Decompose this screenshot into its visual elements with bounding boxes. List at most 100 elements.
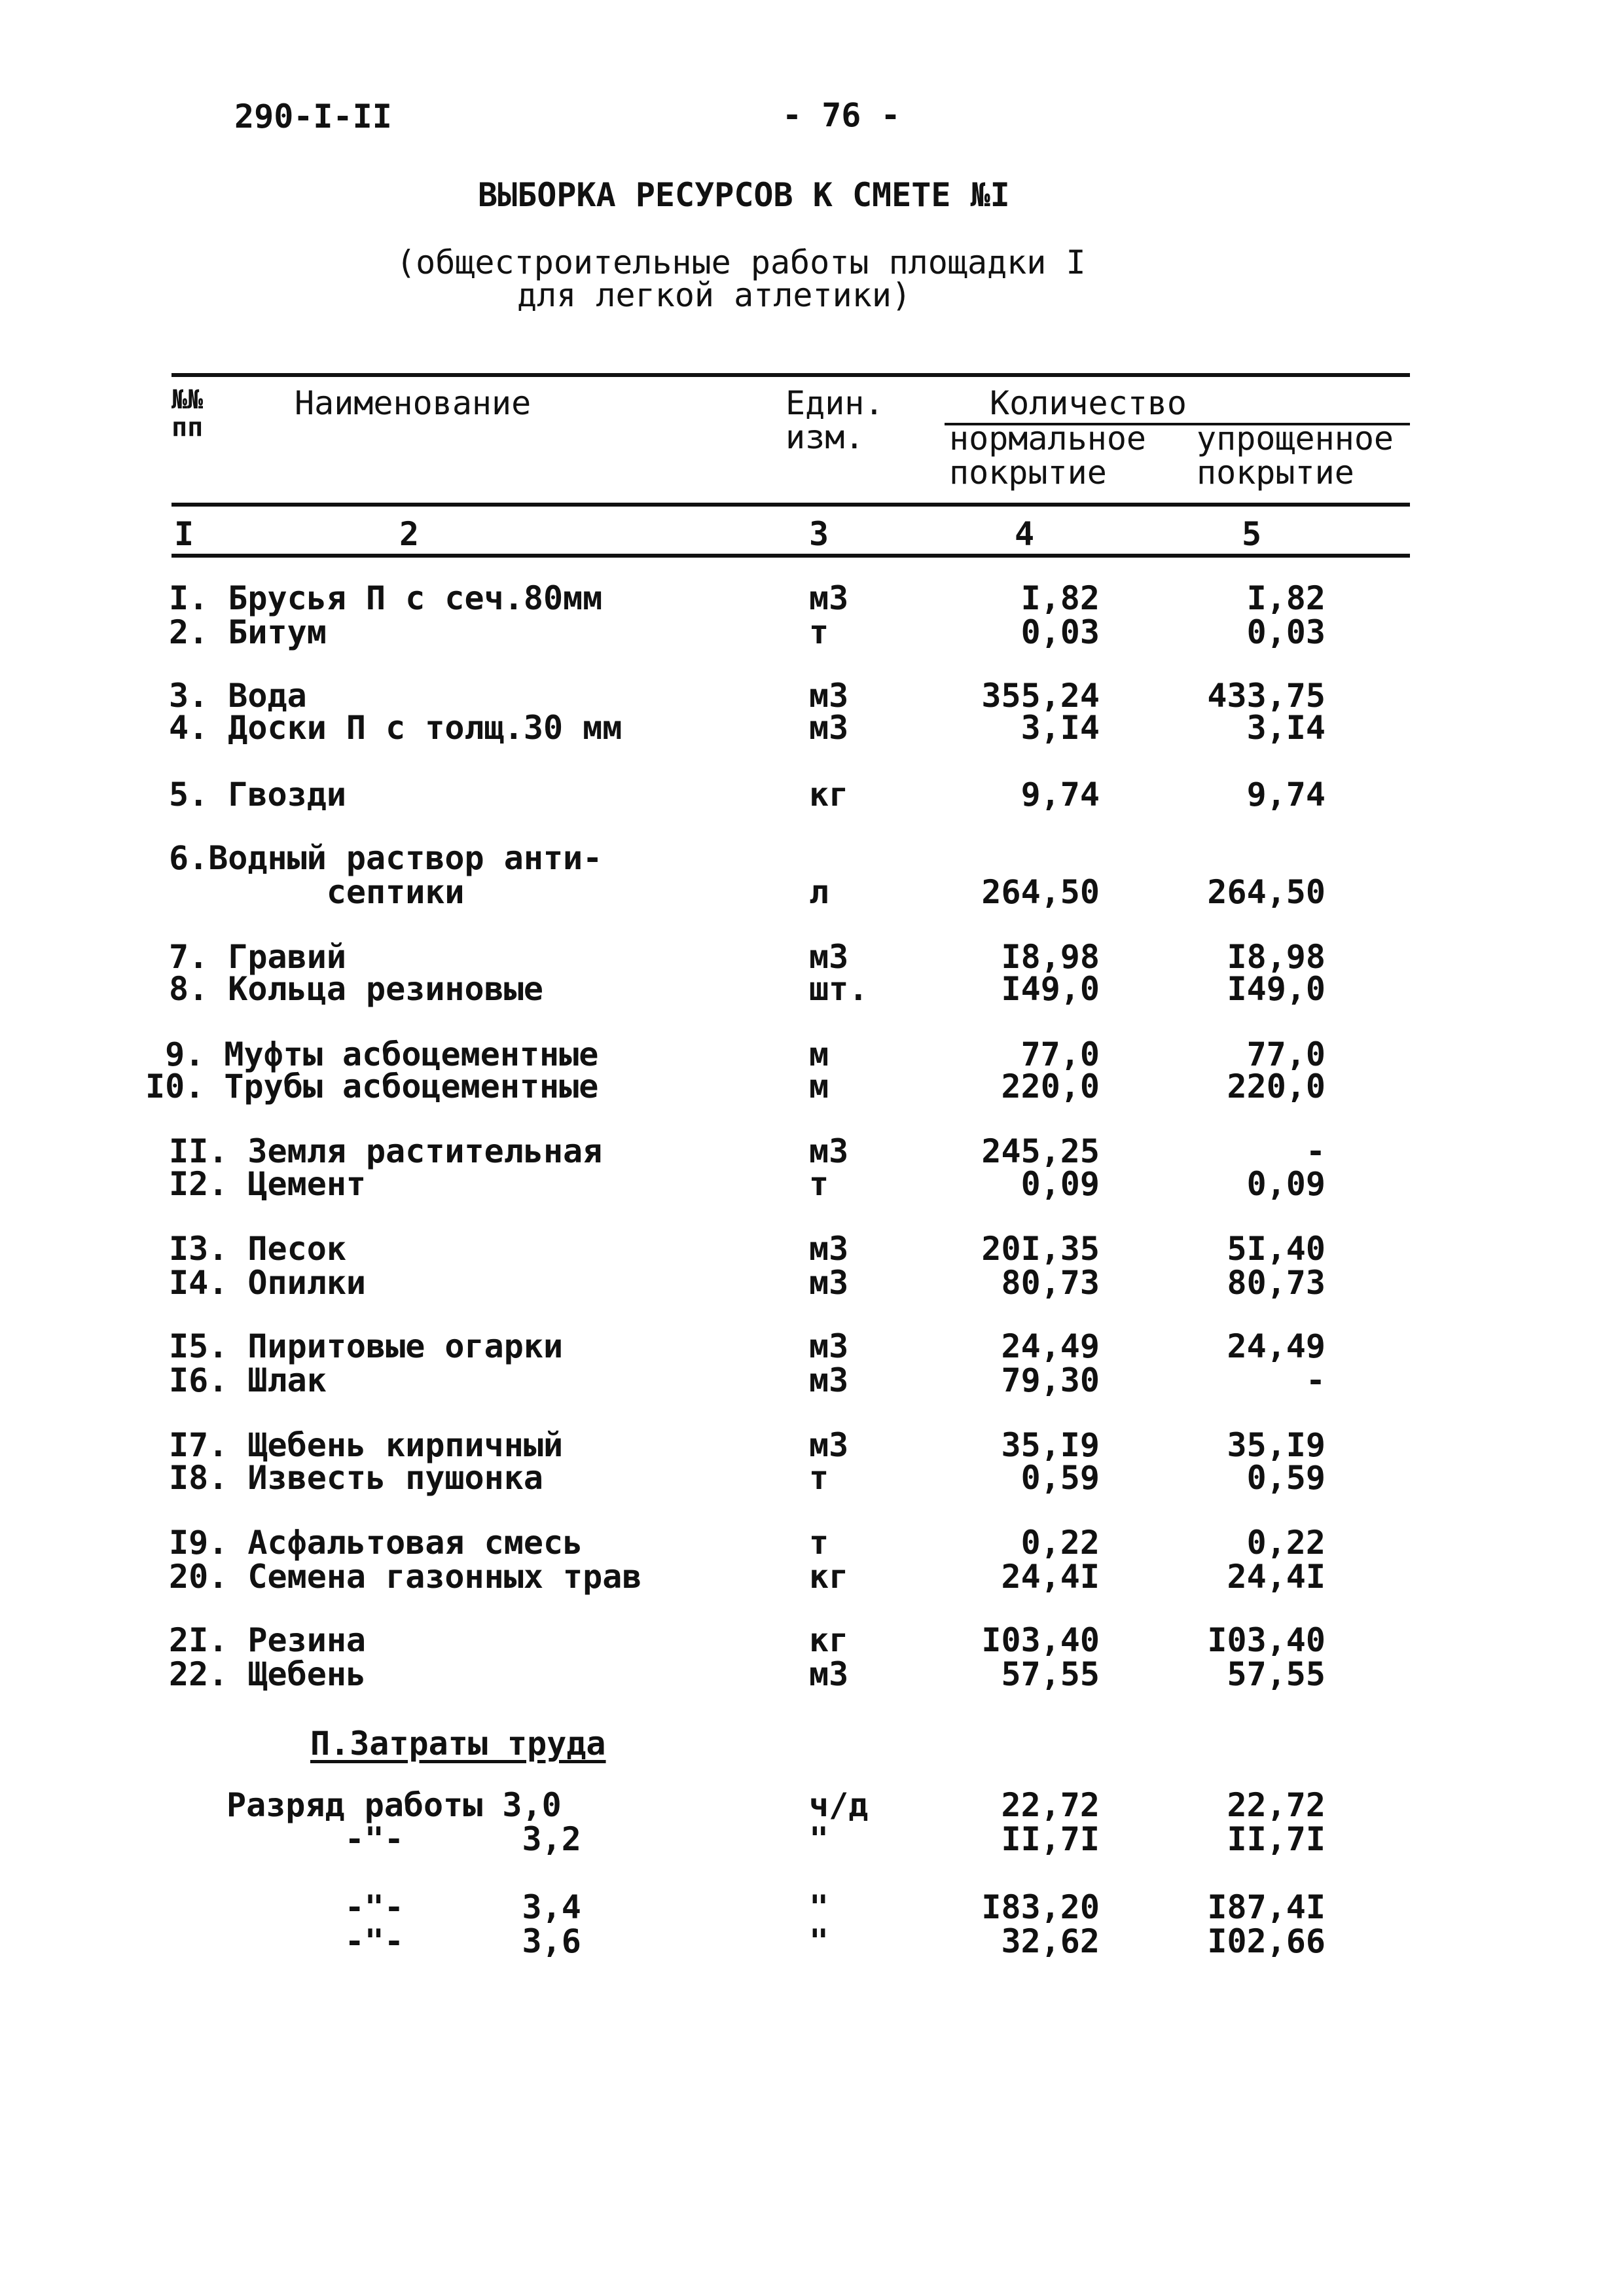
- row-simplified-value: 22,72: [1227, 1786, 1326, 1824]
- row-normal-value: 24,4I: [1001, 1558, 1100, 1596]
- column-number: 3: [809, 515, 829, 553]
- row-name: -"- 3,4: [226, 1888, 581, 1926]
- row-unit: м3: [809, 579, 849, 617]
- row-normal-value: I03,40: [981, 1621, 1100, 1659]
- row-normal-value: 355,24: [981, 677, 1100, 715]
- row-name: 22. Щебень: [169, 1655, 367, 1693]
- row-normal-value: I,82: [1020, 579, 1100, 617]
- row-normal-value: 20I,35: [981, 1230, 1100, 1268]
- header-rule: [171, 503, 1410, 507]
- row-simplified-value: 35,I9: [1227, 1426, 1326, 1464]
- column-numbers-rule: [171, 554, 1410, 558]
- row-unit: ": [809, 1922, 829, 1960]
- row-normal-value: 32,62: [1001, 1922, 1100, 1960]
- row-unit: т: [809, 1165, 829, 1203]
- row-name: I9. Асфальтовая смесь: [169, 1524, 583, 1562]
- row-simplified-value: 0,03: [1246, 613, 1326, 651]
- row-name: I5. Пиритовые огарки: [169, 1327, 564, 1365]
- row-name: I. Брусья П с сеч.80мм: [169, 579, 603, 617]
- row-unit: м3: [809, 1132, 849, 1170]
- row-simplified-value: 24,4I: [1227, 1558, 1326, 1596]
- row-unit: л: [809, 873, 829, 911]
- row-name: 4. Доски П с толщ.30 мм: [169, 709, 623, 747]
- row-simplified-value: 264,50: [1207, 873, 1326, 911]
- row-simplified-value: 24,49: [1227, 1327, 1326, 1365]
- row-simplified-value: 77,0: [1246, 1035, 1326, 1073]
- doc-code: 290-I-II: [234, 98, 392, 135]
- row-name: Разряд работы 3,0: [226, 1786, 562, 1824]
- row-normal-value: 220,0: [1001, 1067, 1100, 1105]
- row-unit: м: [809, 1035, 829, 1073]
- row-normal-value: 22,72: [1001, 1786, 1100, 1824]
- row-normal-value: 77,0: [1020, 1035, 1100, 1073]
- col-header-normal: нормальное покрытие: [949, 420, 1147, 492]
- col-header-number: №№ пп: [171, 385, 204, 442]
- row-normal-value: I83,20: [981, 1888, 1100, 1926]
- row-name: 20. Семена газонных трав: [169, 1558, 642, 1596]
- row-name: I4. Опилки: [169, 1264, 367, 1302]
- row-normal-value: 24,49: [1001, 1327, 1100, 1365]
- row-normal-value: 79,30: [1001, 1361, 1100, 1399]
- row-name: 5. Гвозди: [169, 776, 346, 814]
- column-number: 2: [399, 515, 420, 553]
- row-simplified-value: II,7I: [1227, 1820, 1326, 1858]
- row-normal-value: 245,25: [981, 1132, 1100, 1170]
- row-normal-value: II,7I: [1001, 1820, 1100, 1858]
- row-unit: кг: [809, 1558, 849, 1596]
- row-unit: шт.: [809, 970, 869, 1008]
- row-simplified-value: -: [1305, 1361, 1326, 1399]
- row-unit: м3: [809, 1264, 849, 1302]
- row-name: 3. Вода: [169, 677, 307, 715]
- row-name: -"- 3,2: [226, 1820, 581, 1858]
- row-simplified-value: 0,09: [1246, 1165, 1326, 1203]
- row-simplified-value: 80,73: [1227, 1264, 1326, 1302]
- row-name: -"- 3,6: [226, 1922, 581, 1960]
- row-simplified-value: 220,0: [1227, 1067, 1326, 1105]
- row-name: 8. Кольца резиновые: [169, 970, 543, 1008]
- row-unit: м3: [809, 1327, 849, 1365]
- row-normal-value: 0,59: [1020, 1459, 1100, 1497]
- row-simplified-value: I87,4I: [1207, 1888, 1326, 1926]
- row-unit: ": [809, 1820, 829, 1858]
- row-simplified-value: I8,98: [1227, 938, 1326, 976]
- subtitle-line1: (общестроительные работы площадки I: [396, 243, 1086, 281]
- row-name: 7. Гравий: [169, 938, 346, 976]
- row-normal-value: 35,I9: [1001, 1426, 1100, 1464]
- row-unit: м: [809, 1067, 829, 1105]
- row-unit: м3: [809, 1230, 849, 1268]
- row-name: 6.Водный раствор анти-: [169, 839, 603, 877]
- row-name: I0. Трубы асбоцементные: [145, 1067, 599, 1105]
- row-simplified-value: 9,74: [1246, 776, 1326, 814]
- row-simplified-value: I03,40: [1207, 1621, 1326, 1659]
- row-simplified-value: I,82: [1246, 579, 1326, 617]
- row-normal-value: 80,73: [1001, 1264, 1100, 1302]
- row-name: I6. Шлак: [169, 1361, 327, 1399]
- row-name: I7. Щебень кирпичный: [169, 1426, 564, 1464]
- row-simplified-value: I02,66: [1207, 1922, 1326, 1960]
- row-unit: м3: [809, 677, 849, 715]
- row-simplified-value: 433,75: [1207, 677, 1326, 715]
- row-normal-value: 57,55: [1001, 1655, 1100, 1693]
- quantity-rule: [945, 423, 1410, 425]
- row-normal-value: I8,98: [1001, 938, 1100, 976]
- row-unit: ": [809, 1888, 829, 1926]
- row-name: септики: [169, 873, 465, 911]
- row-simplified-value: I49,0: [1227, 970, 1326, 1008]
- row-normal-value: 264,50: [981, 873, 1100, 911]
- column-number: 4: [1015, 515, 1035, 553]
- column-number: 5: [1242, 515, 1262, 553]
- row-unit: м3: [809, 1655, 849, 1693]
- row-simplified-value: 0,22: [1246, 1524, 1326, 1562]
- row-normal-value: 0,22: [1020, 1524, 1100, 1562]
- subtitle-line2: для легкой атлетики): [517, 276, 912, 314]
- page-number: - 76 -: [782, 96, 901, 134]
- row-name: II. Земля растительная: [169, 1132, 603, 1170]
- row-unit: м3: [809, 1361, 849, 1399]
- page-title: ВЫБОРКА РЕСУРСОВ К СМЕТЕ №I: [478, 176, 1010, 214]
- row-simplified-value: 57,55: [1227, 1655, 1326, 1693]
- row-name: I2. Цемент: [169, 1165, 367, 1203]
- row-simplified-value: 5I,40: [1227, 1230, 1326, 1268]
- column-number: I: [174, 515, 194, 553]
- section-title: П.Затраты труда: [310, 1725, 606, 1763]
